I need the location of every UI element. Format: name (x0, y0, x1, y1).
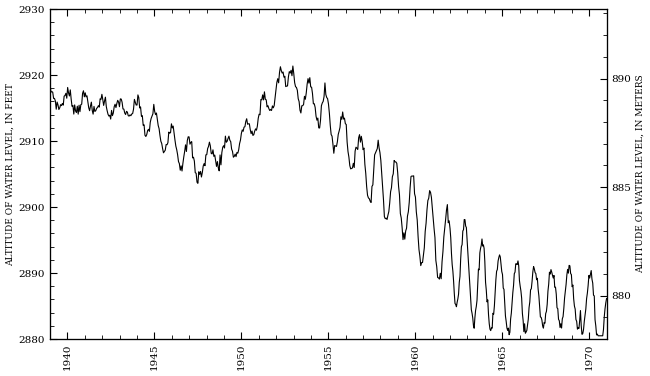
Y-axis label: ALTITUDE OF WATER LEVEL, IN FEET: ALTITUDE OF WATER LEVEL, IN FEET (6, 83, 14, 265)
Y-axis label: ALTITUDE OF WATER LEVEL, IN METERS: ALTITUDE OF WATER LEVEL, IN METERS (636, 75, 644, 273)
